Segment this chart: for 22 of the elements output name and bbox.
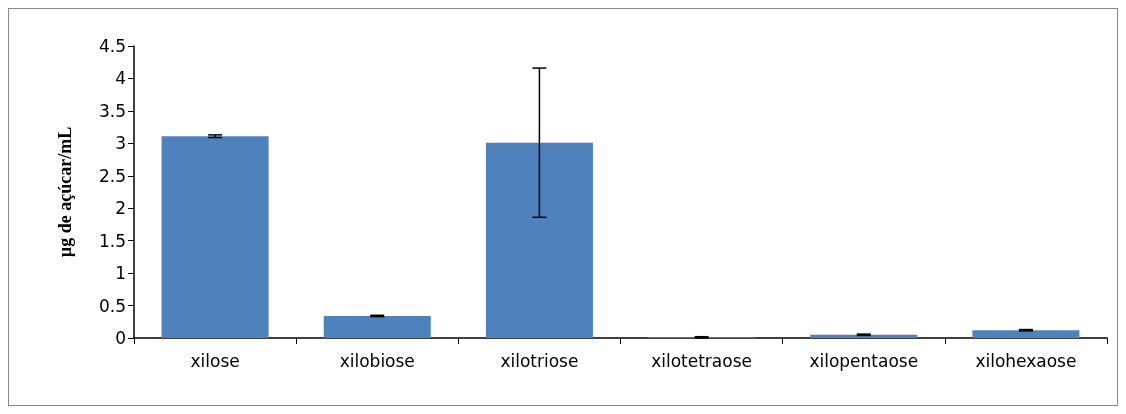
- x-tick-label: xilotetraose: [651, 350, 752, 371]
- bar: [323, 315, 431, 338]
- x-tick-label: xilohexaose: [975, 350, 1077, 371]
- y-tick-label: 3.5: [98, 100, 126, 121]
- y-tick-label: 0.5: [98, 295, 126, 316]
- bar: [161, 136, 269, 338]
- y-tick-label: 1.5: [98, 230, 126, 251]
- bar: [810, 334, 918, 338]
- y-tick-label: 3: [115, 133, 126, 154]
- y-tick-label: 2.5: [98, 165, 126, 186]
- y-tick-label: 2: [115, 198, 126, 219]
- x-tick-label: xilotriose: [500, 350, 579, 371]
- bar: [485, 142, 593, 338]
- x-tick-label: xilose: [190, 350, 240, 371]
- bar: [972, 330, 1080, 338]
- x-tick-label: xilopentaose: [809, 350, 919, 371]
- y-tick-label: 1: [115, 263, 126, 284]
- x-tick-label: xilobiose: [339, 350, 415, 371]
- y-tick-label: 4: [115, 68, 126, 89]
- y-tick-label: 4.5: [98, 36, 126, 56]
- y-axis-title: µg de açúcar/mL: [55, 126, 75, 258]
- y-tick-label: 0: [115, 328, 126, 348]
